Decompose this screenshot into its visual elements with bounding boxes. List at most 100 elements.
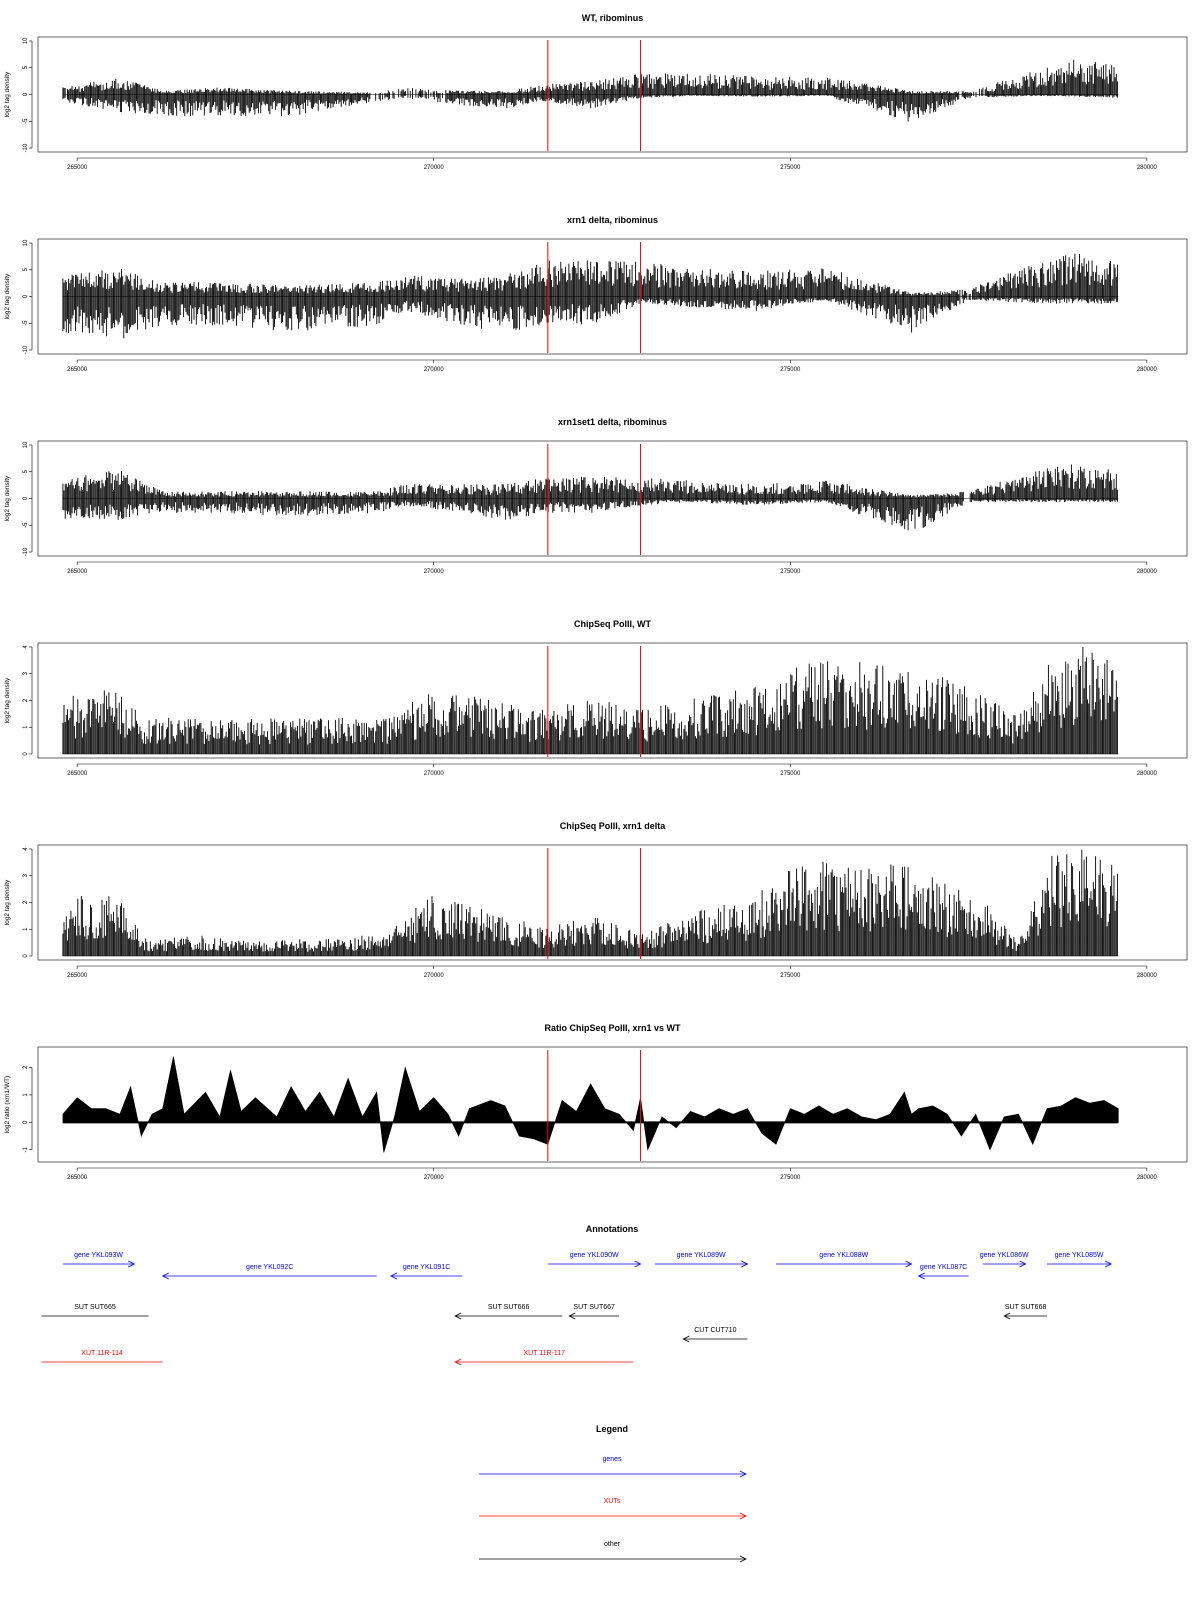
annotation-label: gene YKL088W	[819, 1252, 868, 1259]
x-tick-label: 270000	[424, 165, 445, 171]
annotation-feature: CUT CUT710	[682, 1327, 748, 1343]
annotation-feature: XUT 11R-114	[41, 1350, 163, 1363]
density-bars	[62, 253, 1118, 339]
annotation-label: gene YKL085W	[1055, 1252, 1104, 1259]
annotations-title: Annotations	[586, 1224, 639, 1234]
y-axis-label: log2 tag density	[4, 475, 11, 521]
y-axis-label: log2 tag density	[4, 677, 11, 723]
x-tick-label: 280000	[1137, 165, 1158, 171]
annotation-label: gene YKL093W	[74, 1252, 123, 1259]
annotation-feature: gene YKL089W	[654, 1252, 749, 1268]
annotation-arrowhead	[682, 1335, 690, 1343]
legend-item: genes	[479, 1456, 747, 1478]
plot-frame	[37, 36, 1188, 153]
x-tick-label: 275000	[780, 973, 801, 979]
annotation-arrowhead	[454, 1312, 462, 1320]
annotation-label: gene YKL092C	[246, 1264, 293, 1271]
legend-label: other	[604, 1541, 621, 1548]
y-axis-label: log2 tag density	[4, 273, 11, 319]
y-tick-label: 2	[23, 1065, 29, 1069]
x-tick-label: 275000	[780, 1175, 801, 1181]
annotation-feature: SUT SUT668	[1003, 1304, 1048, 1320]
x-tick-label: 270000	[424, 569, 445, 575]
annotation-arrowhead	[741, 1260, 749, 1268]
annotation-label: gene YKL086W	[980, 1252, 1029, 1259]
annotation-feature: gene YKL086W	[980, 1252, 1029, 1268]
annotation-label: SUT SUT667	[573, 1304, 615, 1311]
y-tick-label: -10	[23, 143, 29, 152]
y-tick-label: 3	[23, 671, 29, 675]
chart-title: xrn1set1 delta, ribominus	[558, 417, 667, 427]
y-tick-label: 0	[23, 496, 29, 500]
legend-item: other	[479, 1541, 747, 1563]
x-tick-label: 270000	[424, 1175, 445, 1181]
legend-arrowhead	[739, 1555, 747, 1563]
legend-arrowhead	[739, 1512, 747, 1520]
annotation-label: gene YKL087C	[920, 1264, 967, 1271]
y-axis-label: log2 tag density	[4, 71, 11, 117]
x-tick-label: 265000	[67, 1175, 88, 1181]
annotation-feature: SUT SUT667	[568, 1304, 620, 1320]
x-tick-label: 280000	[1137, 973, 1158, 979]
y-tick-label: 4	[23, 645, 29, 649]
density-bars-path	[62, 253, 1118, 339]
annotation-label: gene YKL091C	[403, 1264, 450, 1271]
annotation-feature: gene YKL090W	[547, 1252, 642, 1268]
x-tick-label: 275000	[780, 569, 801, 575]
y-tick-label: 1	[23, 1093, 29, 1097]
y-tick-label: -5	[23, 522, 29, 528]
y-tick-label: 2	[23, 698, 29, 702]
x-tick-label: 265000	[67, 973, 88, 979]
x-tick-label: 280000	[1137, 569, 1158, 575]
annotation-label: gene YKL089W	[677, 1252, 726, 1259]
x-tick-label: 265000	[67, 569, 88, 575]
annotation-arrowhead	[568, 1312, 576, 1320]
y-tick-label: 1	[23, 725, 29, 729]
annotation-label: gene YKL090W	[570, 1252, 619, 1259]
legend-arrowhead	[739, 1470, 747, 1478]
x-tick-label: 280000	[1137, 771, 1158, 777]
chart-panel-2: xrn1 delta, ribominus -10 -5 0 5 10 log2 tag d…	[4, 215, 1188, 373]
annotation-feature: gene YKL092C	[161, 1264, 377, 1280]
annotation-feature: gene YKL093W	[62, 1252, 136, 1268]
density-bars	[62, 647, 1118, 754]
x-tick-label: 280000	[1137, 367, 1158, 373]
chart-panel-5: ChipSeq PolII, xrn1 delta 0 1 2 3 4 log2 tag d…	[4, 821, 1188, 979]
annotation-feature: gene YKL088W	[776, 1252, 913, 1268]
y-tick-label: 5	[23, 267, 29, 271]
annotation-arrowhead	[1003, 1312, 1011, 1320]
annotation-feature: SUT SUT666	[454, 1304, 563, 1320]
ratio-area	[62, 1056, 1119, 1153]
legend-label: XUTs	[604, 1498, 621, 1505]
annotation-arrowhead	[454, 1358, 462, 1366]
legend-item: XUTs	[479, 1498, 747, 1520]
y-tick-label: 5	[23, 65, 29, 69]
x-tick-label: 270000	[424, 973, 445, 979]
chart-title: ChipSeq PolII, WT	[574, 619, 651, 629]
annotation-arrowhead	[390, 1272, 398, 1280]
y-axis-label: log2 tag density	[4, 879, 11, 925]
y-tick-label: 5	[23, 469, 29, 473]
annotation-arrowhead	[128, 1260, 136, 1268]
chart-title: WT, ribominus	[582, 13, 644, 23]
annotation-label: CUT CUT710	[694, 1327, 736, 1334]
chart-title: xrn1 delta, ribominus	[567, 215, 658, 225]
y-tick-label: 10	[23, 37, 29, 44]
y-tick-label: -10	[23, 547, 29, 556]
y-tick-label: 0	[23, 294, 29, 298]
density-bars-path	[62, 647, 1118, 754]
y-tick-label: -5	[23, 320, 29, 326]
annotation-label: SUT SUT666	[488, 1304, 530, 1311]
annotation-arrowhead	[634, 1260, 642, 1268]
annotation-label: XUT 11R-117	[523, 1350, 565, 1357]
y-tick-label: 0	[23, 92, 29, 96]
plot-frame	[37, 1046, 1188, 1163]
density-bars	[62, 59, 1118, 122]
annotation-feature: gene YKL087C	[917, 1264, 969, 1280]
x-tick-label: 265000	[67, 367, 88, 373]
chart-panel-6: Ratio ChipSeq PolII, xrn1 vs WT -1 0 1 2 log2…	[4, 1023, 1188, 1181]
chart-panel-1: WT, ribominus -10 -5 0 5 10 log2 tag density 26…	[4, 13, 1188, 171]
legend-label: genes	[602, 1456, 622, 1463]
x-tick-label: 270000	[424, 367, 445, 373]
